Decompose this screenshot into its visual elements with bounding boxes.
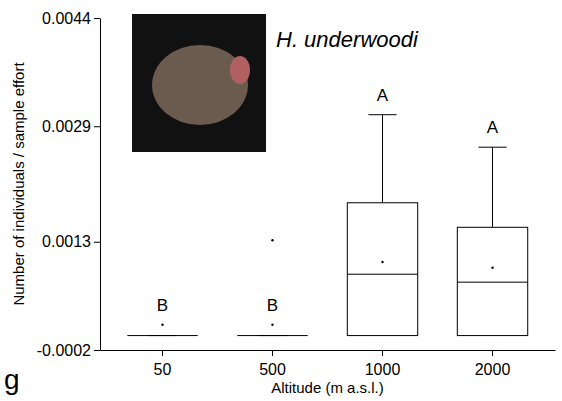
title: H. underwoodi bbox=[276, 27, 419, 52]
inset-photo bbox=[132, 14, 266, 152]
box bbox=[237, 239, 307, 335]
y-tick: 0.0044 bbox=[42, 10, 100, 27]
group-label: A bbox=[377, 86, 389, 105]
mean bbox=[381, 261, 383, 263]
x-tick-label: 50 bbox=[154, 361, 172, 378]
y-axis-line bbox=[100, 19, 101, 351]
x-tick-label: 2000 bbox=[475, 361, 511, 378]
group-label: A bbox=[487, 118, 499, 137]
y-tick-mark bbox=[94, 350, 100, 351]
panel-label: g bbox=[4, 364, 20, 395]
whisker-cap-upper bbox=[478, 147, 506, 148]
x-tick-mark bbox=[272, 350, 273, 356]
x-axis: 50 500 1000 2000 bbox=[101, 350, 556, 378]
x-tick-mark bbox=[162, 350, 163, 356]
box-body bbox=[127, 335, 197, 336]
mean bbox=[491, 267, 493, 269]
whisker-cap-upper bbox=[368, 114, 396, 115]
box-body bbox=[457, 227, 527, 335]
y-tick-mark bbox=[94, 18, 100, 19]
y-tick-label: 0.0029 bbox=[42, 118, 91, 135]
photo-background bbox=[132, 14, 266, 152]
y-tick-label: 0.0013 bbox=[42, 233, 91, 250]
photo-ear bbox=[230, 56, 250, 84]
y-axis: -0.0002 0.0013 0.0029 0.0044 bbox=[37, 10, 101, 359]
x-tick-label: 500 bbox=[259, 361, 286, 378]
mean bbox=[271, 324, 273, 326]
x-tick: 500 bbox=[259, 350, 286, 378]
mean bbox=[161, 324, 163, 326]
y-tick-mark bbox=[94, 126, 100, 127]
median bbox=[237, 335, 307, 336]
box-body bbox=[347, 203, 417, 336]
box bbox=[127, 324, 197, 336]
outlier bbox=[271, 239, 273, 241]
whisker-upper bbox=[492, 147, 493, 227]
median bbox=[347, 274, 417, 275]
chart: -0.0002 0.0013 0.0029 0.0044 50 500 1000 2000 B B… bbox=[0, 0, 562, 401]
photo-bat bbox=[152, 45, 248, 125]
box bbox=[457, 147, 527, 335]
median bbox=[127, 335, 197, 336]
x-tick-label: 1000 bbox=[365, 361, 401, 378]
y-tick-mark bbox=[94, 242, 100, 243]
whisker-upper bbox=[382, 115, 383, 203]
plot-area bbox=[127, 115, 527, 336]
group-label: B bbox=[267, 296, 278, 315]
x-axis-title: Altitude (m a.s.l.) bbox=[271, 379, 384, 396]
x-tick-mark bbox=[492, 350, 493, 356]
x-tick: 50 bbox=[154, 350, 172, 378]
y-axis-title: Number of individuals / sample effort bbox=[10, 62, 27, 306]
x-tick-mark bbox=[382, 350, 383, 356]
x-tick: 2000 bbox=[475, 350, 511, 378]
median bbox=[457, 282, 527, 283]
x-axis-line bbox=[101, 350, 556, 351]
x-tick: 1000 bbox=[365, 350, 401, 378]
group-label: B bbox=[157, 296, 168, 315]
y-tick: 0.0029 bbox=[42, 118, 100, 135]
y-tick-label: 0.0044 bbox=[42, 10, 91, 27]
y-tick: -0.0002 bbox=[37, 342, 100, 359]
y-tick: 0.0013 bbox=[42, 233, 100, 250]
box-body bbox=[237, 335, 307, 336]
box bbox=[347, 115, 417, 336]
y-tick-label: -0.0002 bbox=[37, 342, 91, 359]
